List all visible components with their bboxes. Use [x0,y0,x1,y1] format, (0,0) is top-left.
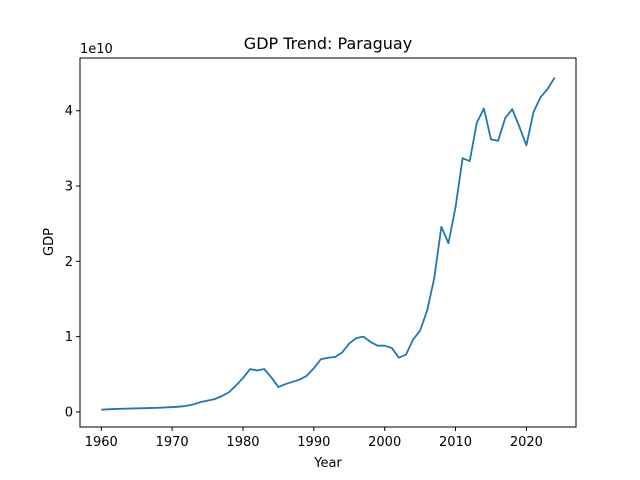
y-tick-label: 4 [65,104,73,119]
y-axis-scale-label: 1e10 [80,42,113,57]
x-tick-label: 1970 [156,435,189,450]
x-axis-label: Year [313,456,342,471]
x-tick-label: 1960 [85,435,118,450]
x-axis: 1960 1970 1980 1990 2000 2010 2020 [85,427,543,450]
y-tick-label: 1 [65,330,73,345]
y-tick-label: 3 [65,180,73,195]
y-axis-label: GDP [42,228,57,256]
plot-area [101,77,556,411]
y-tick-label: 0 [65,405,73,420]
y-tick-label: 2 [65,255,73,270]
x-tick-label: 1980 [226,435,259,450]
y-axis: 0 1 2 3 4 [65,104,80,420]
x-tick-label: 2010 [439,435,472,450]
chart-title: GDP Trend: Paraguay [244,34,412,53]
plot-frame [79,57,577,428]
x-tick-label: 2000 [368,435,401,450]
x-tick-label: 2020 [510,435,543,450]
gdp-series-line [101,77,556,411]
x-tick-label: 1990 [297,435,330,450]
